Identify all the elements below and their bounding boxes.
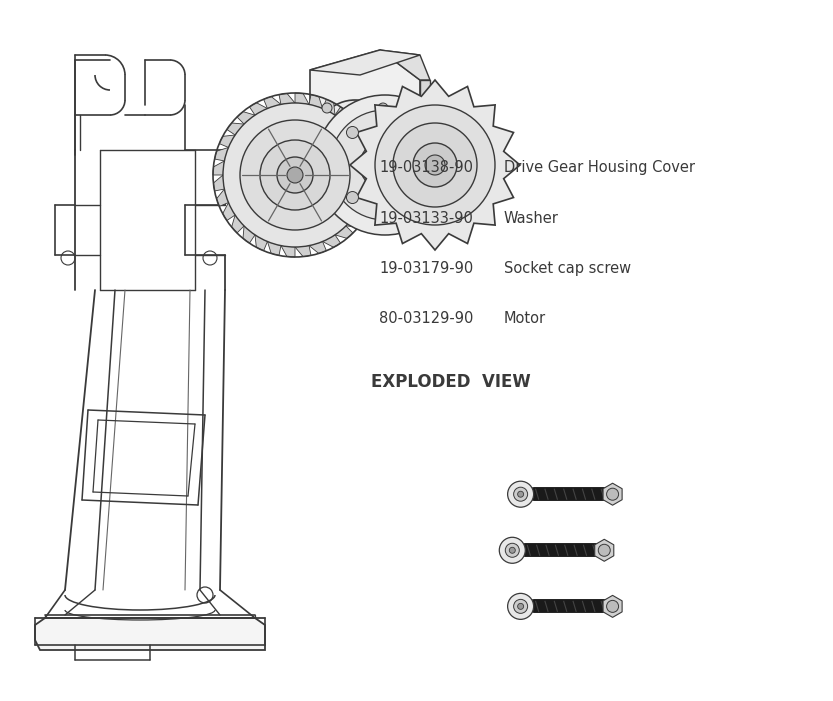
Circle shape [514,487,527,501]
Text: Motor: Motor [504,311,546,327]
Circle shape [606,600,619,613]
Polygon shape [263,97,281,109]
Text: Socket cap screw: Socket cap screw [504,261,631,276]
Circle shape [598,544,611,557]
Circle shape [347,191,358,203]
Circle shape [514,599,527,613]
Circle shape [375,105,495,225]
Circle shape [425,155,445,175]
Polygon shape [267,242,281,255]
Circle shape [322,103,332,113]
Circle shape [349,134,361,146]
Text: 80-03129-90: 80-03129-90 [379,311,473,327]
Text: Drive Gear Housing Cover: Drive Gear Housing Cover [504,160,695,175]
Circle shape [315,100,395,180]
Polygon shape [366,159,377,175]
Polygon shape [295,93,309,104]
Polygon shape [309,95,322,109]
Polygon shape [213,175,224,191]
Circle shape [499,537,526,564]
Polygon shape [603,483,622,505]
Polygon shape [310,50,420,220]
Polygon shape [346,117,358,135]
Circle shape [509,547,516,553]
Polygon shape [309,242,327,254]
Text: Washer: Washer [504,210,559,226]
Polygon shape [380,50,430,80]
Text: 19-03138-90: 19-03138-90 [379,160,473,175]
Polygon shape [35,618,265,650]
Polygon shape [213,161,224,175]
Polygon shape [603,595,622,618]
Polygon shape [217,189,228,206]
Polygon shape [362,189,376,203]
Polygon shape [355,203,371,215]
Polygon shape [222,203,235,221]
Circle shape [327,112,383,168]
Circle shape [330,110,440,220]
Circle shape [393,123,477,207]
Circle shape [240,120,350,230]
Polygon shape [310,50,420,75]
Circle shape [413,143,457,187]
Polygon shape [232,215,244,233]
Polygon shape [595,539,614,562]
Polygon shape [249,102,267,115]
Circle shape [412,191,423,203]
Polygon shape [335,226,353,238]
Polygon shape [362,144,373,161]
Circle shape [378,103,388,113]
Polygon shape [355,130,367,147]
Polygon shape [350,80,520,250]
Circle shape [507,593,534,620]
Circle shape [287,167,303,183]
Circle shape [322,167,332,177]
Polygon shape [295,245,311,257]
Circle shape [343,128,367,152]
Polygon shape [420,80,430,200]
Circle shape [375,155,395,175]
Text: EXPLODED  VIEW: EXPLODED VIEW [371,373,531,391]
Circle shape [378,167,388,177]
Text: 19-03179-90: 19-03179-90 [379,261,473,276]
Polygon shape [322,235,341,247]
Circle shape [223,103,367,247]
Polygon shape [322,100,335,115]
Circle shape [506,543,519,557]
Polygon shape [219,135,235,147]
Circle shape [606,488,619,501]
Polygon shape [346,215,363,227]
Polygon shape [215,147,228,161]
Text: 19-03133-90: 19-03133-90 [379,210,473,226]
Circle shape [517,491,524,497]
Circle shape [507,481,534,508]
Circle shape [517,604,524,609]
Polygon shape [366,175,377,189]
Circle shape [277,157,313,193]
Polygon shape [279,93,295,104]
Circle shape [412,126,423,139]
Polygon shape [243,226,255,243]
Circle shape [260,140,330,210]
Circle shape [315,95,455,235]
Polygon shape [227,123,244,135]
Circle shape [347,126,358,139]
Polygon shape [281,245,295,257]
Polygon shape [255,235,267,251]
Polygon shape [335,107,347,124]
Polygon shape [237,111,255,124]
Circle shape [360,140,410,190]
